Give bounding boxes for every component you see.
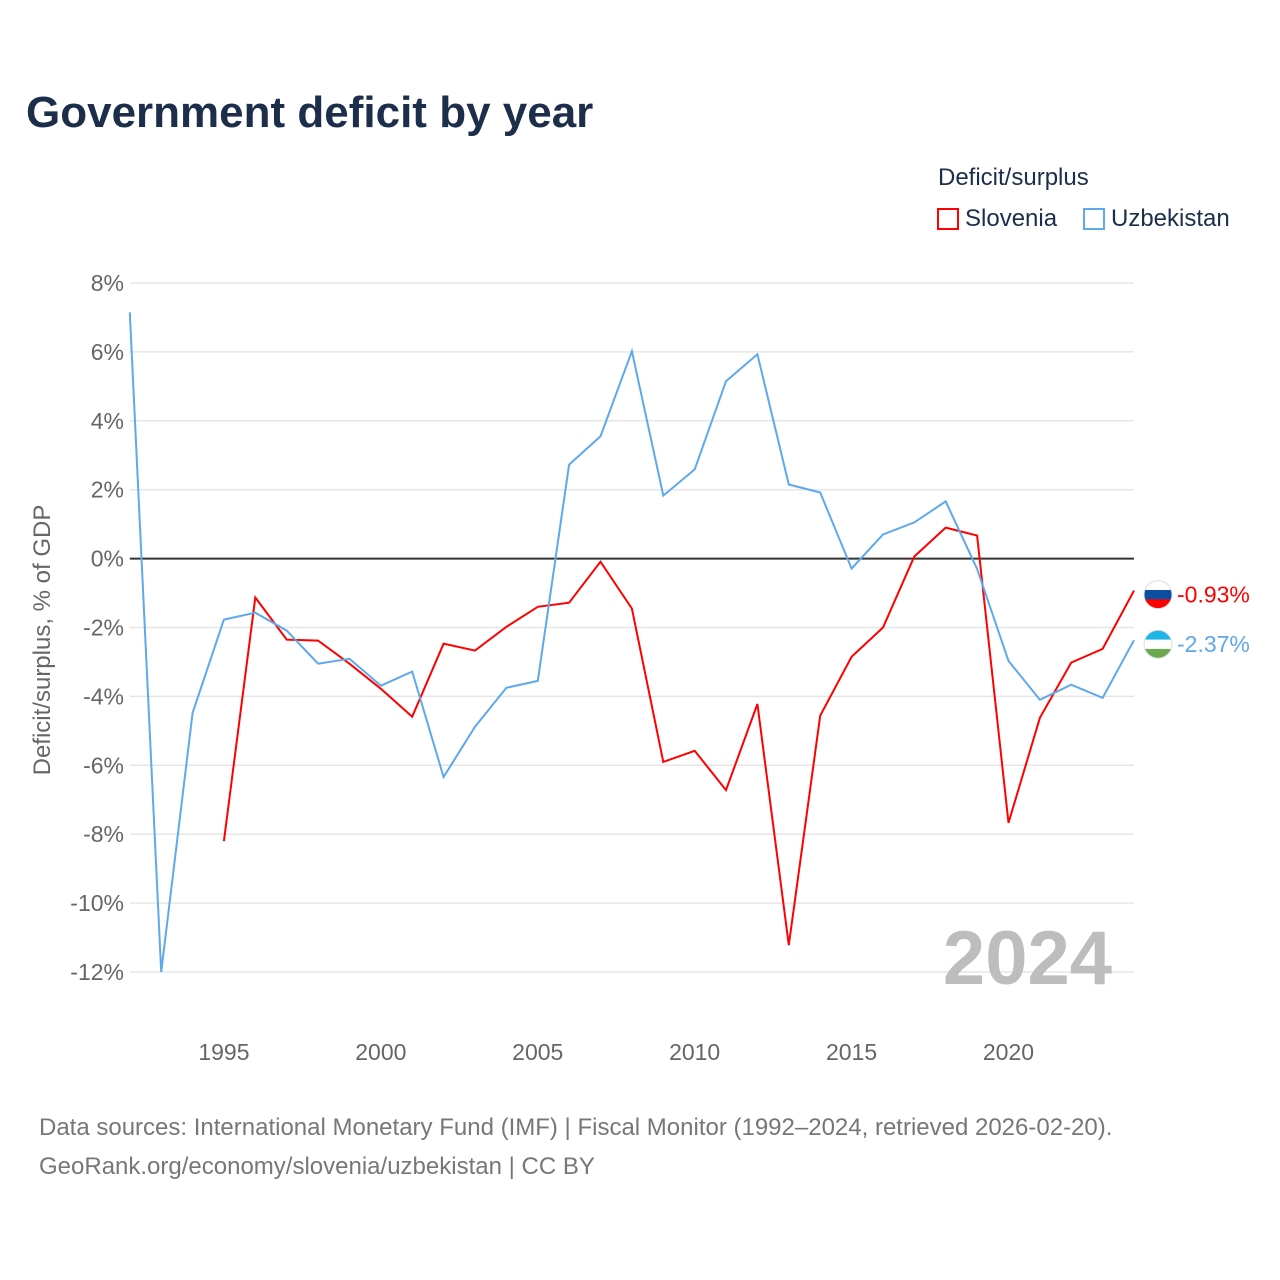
y-tick-label: -4% bbox=[83, 683, 124, 709]
footer-sources: Data sources: International Monetary Fun… bbox=[39, 1114, 1113, 1141]
x-tick-label: 2015 bbox=[826, 1039, 877, 1065]
x-tick-label: 1995 bbox=[198, 1039, 249, 1065]
y-tick-label: -10% bbox=[70, 890, 124, 916]
x-tick-label: 2020 bbox=[983, 1039, 1034, 1065]
x-tick-label: 2010 bbox=[669, 1039, 720, 1065]
chart-title: Government deficit by year bbox=[26, 88, 594, 137]
legend-swatch bbox=[937, 208, 959, 230]
y-tick-label: 0% bbox=[91, 546, 124, 572]
series-line-slovenia bbox=[222, 526, 1135, 946]
y-tick-label: -2% bbox=[83, 615, 124, 641]
series-line-uzbekistan bbox=[128, 312, 1135, 973]
end-value-label: -2.37% bbox=[1177, 631, 1250, 657]
y-tick-label: 8% bbox=[91, 270, 124, 296]
uzbekistan-flag-icon bbox=[1143, 629, 1173, 659]
y-tick-label: 4% bbox=[91, 408, 124, 434]
legend-item-uzbekistan[interactable]: Uzbekistan bbox=[1083, 205, 1230, 233]
y-tick-label: 6% bbox=[91, 339, 124, 365]
legend-item-slovenia[interactable]: Slovenia bbox=[937, 205, 1057, 233]
footer: Data sources: International Monetary Fun… bbox=[39, 1108, 1112, 1186]
legend-swatch bbox=[1083, 208, 1105, 230]
year-watermark: 2024 bbox=[943, 916, 1112, 1001]
legend-title: Deficit/surplus bbox=[938, 164, 1089, 191]
footer-link[interactable]: GeoRank.org/economy/slovenia/uzbekistan … bbox=[39, 1153, 595, 1180]
x-tick-label: 2005 bbox=[512, 1039, 563, 1065]
legend-label: Slovenia bbox=[965, 205, 1058, 232]
y-tick-label: -6% bbox=[83, 752, 124, 778]
y-tick-label: 2% bbox=[91, 477, 124, 503]
y-axis-label: Deficit/surplus, % of GDP bbox=[29, 505, 56, 776]
legend-label: Uzbekistan bbox=[1111, 205, 1230, 232]
slovenia-flag-icon bbox=[1143, 580, 1173, 610]
end-value-label: -0.93% bbox=[1177, 582, 1250, 608]
y-tick-label: -8% bbox=[83, 821, 124, 847]
y-tick-label: -12% bbox=[70, 959, 124, 985]
x-tick-label: 2000 bbox=[355, 1039, 406, 1065]
